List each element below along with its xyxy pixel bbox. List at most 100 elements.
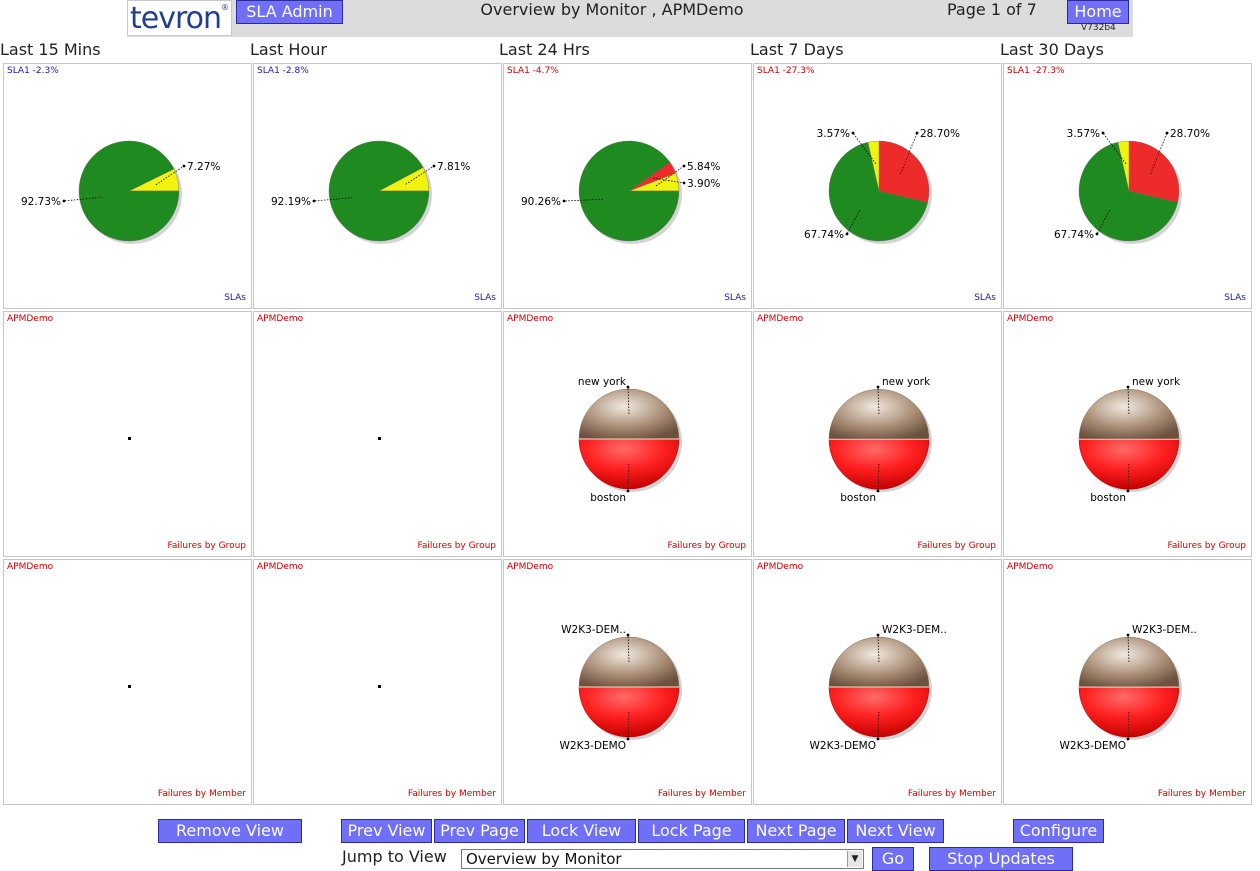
panel-footer-link[interactable]: SLAs (224, 293, 246, 303)
pie-slice (578, 636, 680, 688)
pie-slice (1078, 389, 1180, 440)
slice-label: 3.57% (1067, 128, 1100, 140)
panel-footer-link[interactable]: Failures by Group (167, 541, 246, 551)
panel-title[interactable]: APMDemo (1007, 562, 1054, 572)
panel-sla-24-hrs[interactable]: SLA1 -4.7% SLAs 5.84% 3.90% 90.26% (503, 63, 752, 309)
panel-failures-by-member-7-days[interactable]: APMDemo Failures by Member W2K3-DEM.. W2K3-… (753, 559, 1002, 805)
next-view-button[interactable]: Next View (847, 819, 944, 843)
slice-label: W2K3-DEMO (810, 740, 876, 752)
sla-admin-button[interactable]: SLA Admin (236, 0, 343, 24)
panel-failures-by-group-7-days[interactable]: APMDemo Failures by Group new york boston (753, 311, 1002, 557)
panel-footer-link[interactable]: Failures by Group (1167, 541, 1246, 551)
leader-arrowhead (182, 164, 186, 168)
jump-to-view-select[interactable]: Overview by Monitor ▼ (461, 849, 864, 869)
pie-chart: 7.81% 92.19% (271, 140, 470, 244)
pie-chart (128, 685, 131, 688)
panel-failures-by-group-hour[interactable]: APMDemo Failures by Group (253, 311, 502, 557)
leader-arrowhead (1101, 131, 1105, 135)
panel-title[interactable]: SLA1 -27.3% (1007, 66, 1065, 76)
panel-title[interactable]: APMDemo (507, 562, 554, 572)
panel-sla-15-mins[interactable]: SLA1 -2.3% SLAs 7.27% 92.73% (3, 63, 252, 309)
pie-slice (1078, 636, 1180, 688)
panel-title[interactable]: APMDemo (257, 314, 304, 324)
pie-chart: new york boston (578, 376, 682, 504)
panel-title[interactable]: SLA1 -4.7% (507, 66, 559, 76)
column-header-15-mins: Last 15 Mins (0, 40, 101, 59)
panel-footer-link[interactable]: Failures by Group (667, 541, 746, 551)
slice-label: boston (1090, 492, 1126, 504)
panel-failures-by-member-15-mins[interactable]: APMDemo Failures by Member (3, 559, 252, 805)
panel-failures-by-member-24-hrs[interactable]: APMDemo Failures by Member W2K3-DEM.. W2K3-… (503, 559, 752, 805)
panel-failures-by-member-30-days[interactable]: APMDemo Failures by Member W2K3-DEM.. W2K3-… (1003, 559, 1252, 805)
leader-arrowhead (1126, 737, 1130, 741)
column-header-30-days: Last 30 Days (1000, 40, 1104, 59)
leader-arrowhead (876, 385, 880, 389)
panel-sla-7-days[interactable]: SLA1 -27.3% SLAs 28.70% 67.74% 3.57% (753, 63, 1002, 309)
pie-slice (1078, 142, 1178, 242)
chevron-down-icon[interactable]: ▼ (847, 851, 862, 867)
panel-sla-hour[interactable]: SLA1 -2.8% SLAs 7.81% 92.19% (253, 63, 502, 309)
empty-chart-marker (128, 685, 131, 688)
pie-chart: new york boston (828, 376, 932, 504)
panel-title[interactable]: SLA1 -2.3% (7, 66, 59, 76)
panel-failures-by-group-24-hrs[interactable]: APMDemo Failures by Group new york boston (503, 311, 752, 557)
panel-title[interactable]: SLA1 -2.8% (257, 66, 309, 76)
pie-chart: new york boston (1078, 376, 1182, 504)
panel-title[interactable]: APMDemo (757, 562, 804, 572)
go-button[interactable]: Go (872, 847, 914, 871)
leader-arrowhead (851, 131, 855, 135)
slice-label: boston (840, 492, 876, 504)
jump-to-view-label: Jump to View (342, 847, 447, 866)
remove-view-button[interactable]: Remove View (158, 819, 302, 843)
panel-footer-link[interactable]: Failures by Member (907, 789, 996, 799)
panel-footer-link[interactable]: SLAs (1224, 293, 1246, 303)
panel-title[interactable]: APMDemo (507, 314, 554, 324)
leader-arrowhead (1095, 232, 1099, 236)
slice-label: 7.27% (187, 161, 220, 173)
panel-footer-link[interactable]: Failures by Member (407, 789, 496, 799)
leader-arrowhead (876, 737, 880, 741)
configure-button[interactable]: Configure (1013, 819, 1104, 843)
pie-slice (828, 389, 930, 440)
panel-sla-30-days[interactable]: SLA1 -27.3% SLAs 28.70% 67.74% 3.57% (1003, 63, 1252, 309)
panel-title[interactable]: APMDemo (7, 314, 54, 324)
pie-slice (578, 388, 680, 440)
panel-footer-link[interactable]: Failures by Group (917, 541, 996, 551)
panel-title[interactable]: APMDemo (257, 562, 304, 572)
slice-leader-line (1102, 132, 1127, 164)
panel-failures-by-group-30-days[interactable]: APMDemo Failures by Group new york boston (1003, 311, 1252, 557)
stop-updates-button[interactable]: Stop Updates (929, 847, 1073, 871)
prev-view-button[interactable]: Prev View (341, 819, 432, 843)
prev-page-button[interactable]: Prev Page (434, 819, 525, 843)
column-header-7-days: Last 7 Days (750, 40, 844, 59)
panel-footer-link[interactable]: SLAs (474, 293, 496, 303)
pie-slice (1117, 140, 1130, 192)
next-page-button[interactable]: Next Page (747, 819, 845, 843)
panel-footer-link[interactable]: Failures by Member (1157, 789, 1246, 799)
empty-chart-marker (378, 685, 381, 688)
panel-failures-by-member-hour[interactable]: APMDemo Failures by Member (253, 559, 502, 805)
panel-title[interactable]: APMDemo (757, 314, 804, 324)
column-header-24-hrs: Last 24 Hrs (499, 40, 590, 59)
panel-title[interactable]: APMDemo (7, 562, 54, 572)
panel-title[interactable]: APMDemo (1007, 314, 1054, 324)
pie-slice (867, 140, 880, 192)
pie-chart: W2K3-DEM.. W2K3-DEMO (560, 624, 682, 752)
lock-view-button[interactable]: Lock View (527, 819, 636, 843)
lock-page-button[interactable]: Lock Page (638, 819, 745, 843)
home-button[interactable]: Home (1067, 0, 1129, 24)
panel-footer-link[interactable]: Failures by Group (417, 541, 496, 551)
panel-footer-link[interactable]: SLAs (724, 293, 746, 303)
slice-label: W2K3-DEM.. (882, 624, 947, 636)
panel-footer-link[interactable]: SLAs (974, 293, 996, 303)
panel-failures-by-group-15-mins[interactable]: APMDemo Failures by Group (3, 311, 252, 557)
slice-label: new york (1132, 376, 1181, 388)
pie-chart (378, 685, 381, 688)
panel-footer-link[interactable]: Failures by Member (157, 789, 246, 799)
panel-footer-link[interactable]: Failures by Member (657, 789, 746, 799)
leader-arrowhead (915, 131, 919, 135)
slice-label: 3.57% (817, 128, 850, 140)
panel-title[interactable]: SLA1 -27.3% (757, 66, 815, 76)
pie-slice (328, 140, 430, 242)
slice-leader-line (155, 165, 185, 186)
